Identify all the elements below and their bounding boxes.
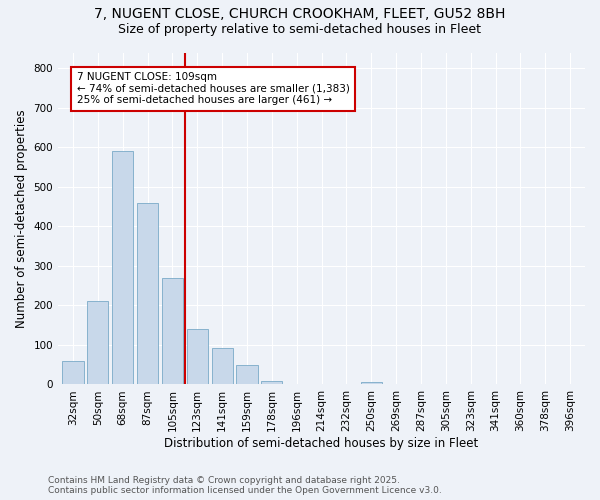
Y-axis label: Number of semi-detached properties: Number of semi-detached properties xyxy=(15,109,28,328)
Bar xyxy=(62,360,83,384)
Bar xyxy=(261,382,283,384)
Bar xyxy=(361,382,382,384)
Bar xyxy=(162,278,183,384)
Text: 7, NUGENT CLOSE, CHURCH CROOKHAM, FLEET, GU52 8BH: 7, NUGENT CLOSE, CHURCH CROOKHAM, FLEET,… xyxy=(94,8,506,22)
Bar xyxy=(87,302,109,384)
Bar xyxy=(187,329,208,384)
Text: 7 NUGENT CLOSE: 109sqm
← 74% of semi-detached houses are smaller (1,383)
25% of : 7 NUGENT CLOSE: 109sqm ← 74% of semi-det… xyxy=(77,72,350,106)
Bar xyxy=(137,202,158,384)
Bar xyxy=(236,366,257,384)
X-axis label: Distribution of semi-detached houses by size in Fleet: Distribution of semi-detached houses by … xyxy=(164,437,479,450)
Bar xyxy=(212,348,233,385)
Text: Contains HM Land Registry data © Crown copyright and database right 2025.
Contai: Contains HM Land Registry data © Crown c… xyxy=(48,476,442,495)
Text: Size of property relative to semi-detached houses in Fleet: Size of property relative to semi-detach… xyxy=(119,22,482,36)
Bar xyxy=(112,152,133,384)
